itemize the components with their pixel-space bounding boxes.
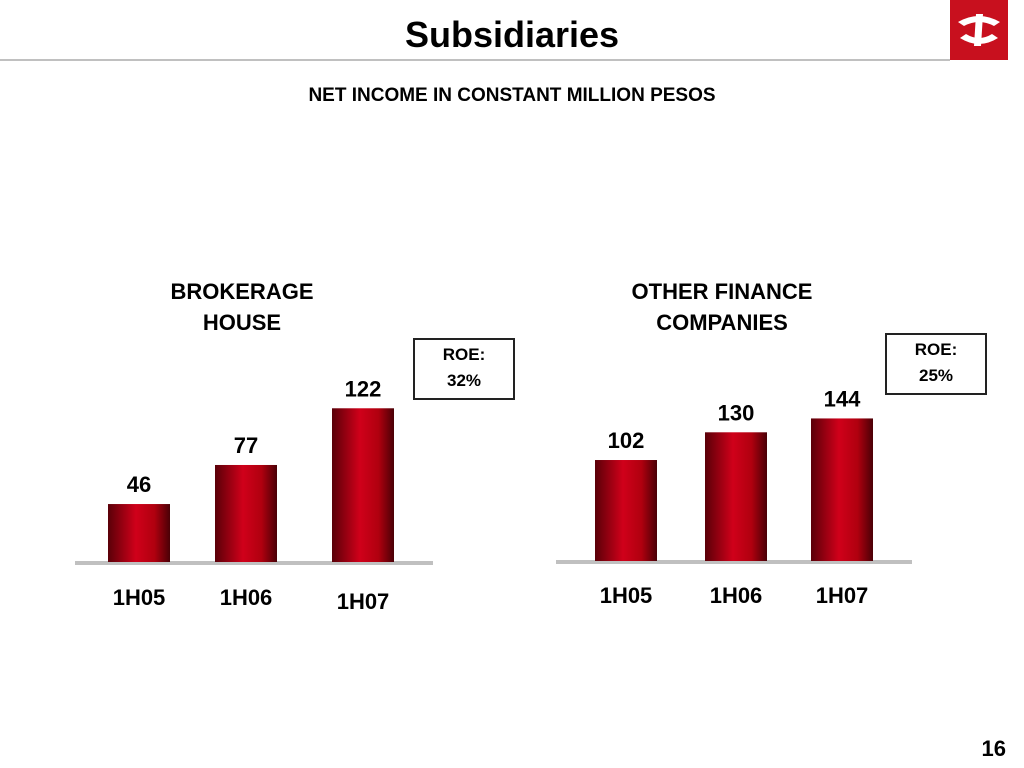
brokerage-category-label: 1H07 bbox=[337, 589, 390, 614]
page-title: Subsidiaries bbox=[404, 14, 620, 55]
brokerage-chart-title: BROKERAGE HOUSE bbox=[102, 276, 382, 338]
brokerage-value-label: 77 bbox=[234, 433, 258, 458]
brokerage-bar-1h07 bbox=[332, 408, 394, 562]
brokerage-value-label: 122 bbox=[345, 376, 382, 401]
brokerage-bar-1h06 bbox=[215, 464, 277, 562]
chart-subtitle: NET INCOME IN CONSTANT MILLION PESOS bbox=[308, 85, 716, 106]
finance-bar-1h06 bbox=[705, 432, 767, 561]
finance-category-label: 1H05 bbox=[600, 583, 653, 608]
brokerage-title-line-1: BROKERAGE bbox=[170, 279, 314, 304]
bank-logo-icon bbox=[950, 0, 1008, 60]
finance-roe-box: ROE: 25% bbox=[885, 333, 987, 395]
title-divider bbox=[0, 59, 950, 61]
finance-title-line-2: COMPANIES bbox=[656, 310, 788, 335]
brokerage-roe-label: ROE: bbox=[442, 345, 486, 364]
brokerage-roe-value: 32% bbox=[446, 371, 482, 390]
finance-roe-value: 25% bbox=[918, 366, 954, 385]
brokerage-category-label: 1H06 bbox=[220, 585, 273, 610]
brokerage-value-label: 46 bbox=[127, 472, 151, 497]
finance-category-label: 1H06 bbox=[710, 583, 763, 608]
finance-title-line-1: OTHER FINANCE bbox=[631, 279, 813, 304]
finance-value-label: 130 bbox=[718, 400, 755, 425]
brokerage-category-label: 1H05 bbox=[113, 585, 166, 610]
finance-chart-title: OTHER FINANCE COMPANIES bbox=[582, 276, 862, 338]
finance-category-label: 1H07 bbox=[816, 583, 869, 608]
finance-bar-1h05 bbox=[595, 460, 657, 561]
finance-value-label: 144 bbox=[824, 386, 861, 411]
brokerage-bar-1h05 bbox=[108, 504, 170, 562]
brokerage-roe-box: ROE: 32% bbox=[413, 338, 515, 400]
finance-roe-label: ROE: bbox=[914, 340, 958, 359]
brokerage-title-line-2: HOUSE bbox=[202, 310, 282, 335]
finance-value-label: 102 bbox=[608, 428, 645, 453]
page-number: 16 bbox=[981, 736, 1006, 761]
finance-bar-1h07 bbox=[811, 418, 873, 561]
